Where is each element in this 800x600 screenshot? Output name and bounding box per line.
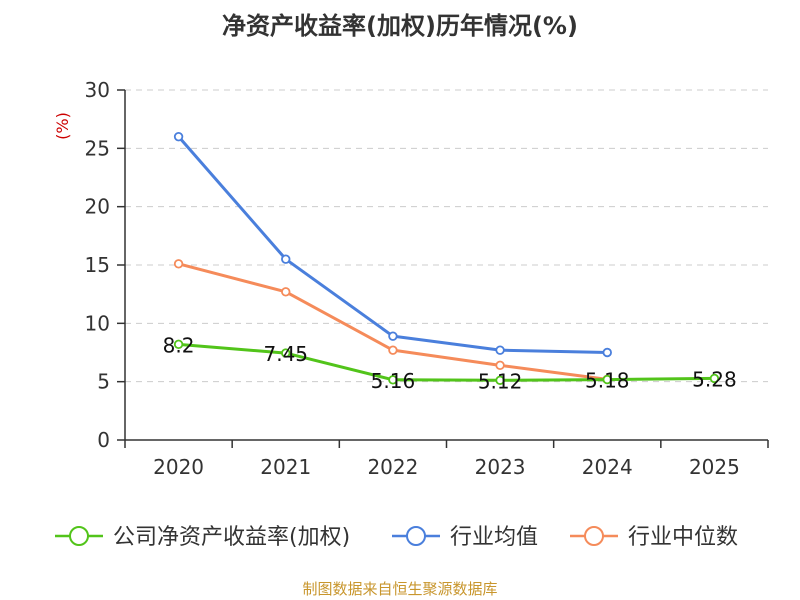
data-label: 8.2 xyxy=(163,333,195,357)
y-tick-label: 15 xyxy=(85,253,110,277)
chart-title: 净资产收益率(加权)历年情况(%) xyxy=(222,12,578,40)
data-point xyxy=(495,375,505,385)
y-tick-label: 5 xyxy=(97,370,110,394)
x-tick-label: 2025 xyxy=(689,455,740,479)
y-tick-label: 20 xyxy=(85,195,110,219)
data-point xyxy=(602,374,612,385)
x-tick-label: 2021 xyxy=(260,455,311,479)
x-tick-label: 2024 xyxy=(582,455,633,479)
y-axis-unit: (%) xyxy=(53,112,72,140)
data-labels: 8.2 7.45 5.16 5.12 5.18 5.28 xyxy=(163,333,737,393)
data-label: 5.18 xyxy=(585,369,630,393)
legend-marker xyxy=(584,526,604,546)
grid-lines xyxy=(125,89,768,383)
series-line-0 xyxy=(178,342,715,382)
data-label: 5.28 xyxy=(692,367,737,391)
x-tick-label: 2022 xyxy=(367,455,418,479)
y-tick-label: 10 xyxy=(85,311,110,335)
legend-label: 公司净资产收益率(加权) xyxy=(113,525,350,550)
data-point xyxy=(709,373,720,384)
x-tick-label: 2020 xyxy=(153,455,204,479)
x-tick-label: 2023 xyxy=(475,455,526,479)
data-point xyxy=(495,345,505,355)
data-point xyxy=(281,348,291,358)
legend-label: 行业中位数 xyxy=(628,525,738,550)
y-tick-label: 25 xyxy=(85,136,110,160)
legend-marker xyxy=(406,526,426,546)
series-line-2 xyxy=(178,262,608,381)
data-point xyxy=(173,131,184,142)
legend-label: 行业均值 xyxy=(450,525,538,550)
data-point xyxy=(281,254,291,264)
series-lines xyxy=(173,131,720,385)
data-point xyxy=(495,360,505,371)
data-point xyxy=(388,345,398,355)
data-point xyxy=(388,375,398,385)
data-label: 7.45 xyxy=(263,342,308,366)
y-tick-label: 30 xyxy=(85,78,110,102)
series-line-1 xyxy=(177,135,608,354)
data-label: 5.16 xyxy=(371,369,416,393)
legend-marker xyxy=(69,526,89,546)
data-point xyxy=(173,339,184,350)
legend[interactable]: 公司净资产收益率(加权) 行业均值 行业中位数 xyxy=(55,525,738,550)
data-label: 5.12 xyxy=(478,369,523,393)
y-tick-label: 0 xyxy=(97,428,110,452)
data-point xyxy=(173,259,184,269)
data-point xyxy=(388,331,398,341)
source-footer: 制图数据来自恒生聚源数据库 xyxy=(302,580,497,598)
data-point xyxy=(281,287,291,297)
data-point xyxy=(602,347,612,358)
